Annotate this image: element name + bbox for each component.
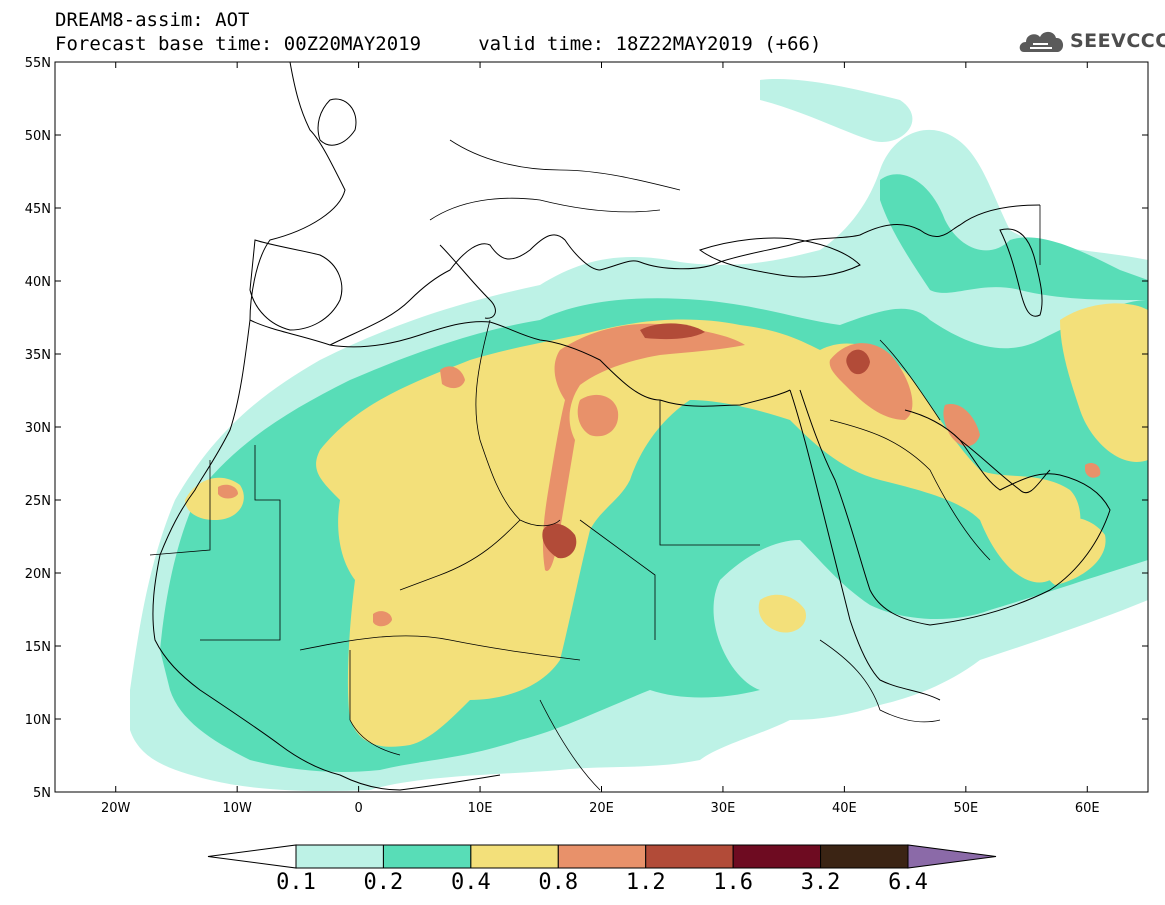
aot-band-0.8-w [218, 484, 238, 499]
aot-band-0.8-ne [373, 611, 392, 627]
lat-tick-label: 35N [25, 348, 51, 363]
border-niger-mali [399, 519, 521, 591]
border-eu-1 [449, 139, 681, 191]
aot-band-0.8-kuwait [943, 404, 980, 447]
aot-contours [130, 79, 1148, 791]
coastline-red-sea [789, 389, 941, 701]
coastline-arabia [799, 389, 1111, 626]
lat-tick-label: 10N [25, 713, 51, 728]
colorbar-over-arrow [907, 844, 997, 869]
aot-band-1.2-iraq [846, 349, 870, 375]
latitude-axis: 55N 50N 45N 40N 35N 30N 25N 20N 15N 10N 5N [25, 56, 1148, 801]
aot-band-0.8-tunisia [440, 366, 465, 389]
border-drc [539, 699, 601, 791]
lat-tick-label: 40N [25, 275, 51, 290]
colorbar-under-arrow [207, 844, 297, 869]
lon-tick-label: 40E [832, 801, 857, 816]
border-sudan-chad [579, 519, 656, 640]
lat-tick-label: 5N [33, 786, 51, 801]
cloud-logo-icon [1019, 31, 1064, 52]
lon-tick-label: 60E [1075, 801, 1100, 816]
aot-band-0.8 [542, 323, 745, 571]
colorbar-swatch [557, 844, 647, 869]
forecast-time-info: Forecast base time: 00Z20MAY2019 valid t… [55, 33, 822, 55]
coastline-north-africa [329, 321, 791, 407]
aot-band-0.8-oman [1085, 463, 1101, 478]
coastline-black-sea [698, 237, 861, 278]
lon-tick-label: 10E [468, 801, 493, 816]
logo-text: SEEVCCC [1070, 30, 1165, 52]
lon-tick-label: 20W [101, 801, 131, 816]
coastline-uk [317, 98, 357, 146]
aot-band-0.8-libya [577, 394, 619, 437]
border-sahel [299, 635, 581, 661]
coastline-europe [249, 62, 1041, 346]
lat-tick-label: 50N [25, 129, 51, 144]
coastline-caspian [999, 228, 1043, 317]
lon-tick-label: 0 [354, 801, 362, 816]
colorbar-swatch [295, 844, 384, 869]
country-borders [149, 139, 1041, 791]
border-west-sahara [149, 460, 211, 556]
coastline-persian-gulf [959, 439, 1051, 493]
lat-tick-label: 25N [25, 494, 51, 509]
border-algeria-libya [475, 319, 561, 527]
lon-tick-label: 10W [222, 801, 252, 816]
coastline-iberia [249, 239, 343, 331]
longitude-axis: 20W 10W 0 10E 20E 30E 40E 50E 60E [101, 62, 1100, 816]
lat-tick-label: 30N [25, 421, 51, 436]
colorbar-level-label: 0.8 [538, 870, 579, 895]
aot-band-0.4-oman [1038, 517, 1106, 585]
border-ethiopia [819, 639, 941, 723]
aot-band-0.4-sudan [758, 594, 806, 633]
colorbar-swatch [645, 844, 734, 869]
aot-band-0.4-mideast [1060, 303, 1148, 462]
colorbar-swatch [470, 844, 559, 869]
border-eu-2 [429, 197, 661, 221]
border-saudi [829, 419, 991, 561]
colorbar-level-label: 0.2 [363, 870, 404, 895]
coastlines [152, 62, 1111, 791]
colorbar-legend [207, 844, 997, 869]
lon-tick-label: 30E [711, 801, 736, 816]
border-iran-iraq [879, 339, 941, 421]
colorbar-level-label: 0.1 [276, 870, 316, 895]
aot-band-0.4 [316, 319, 1081, 747]
lat-tick-label: 20N [25, 567, 51, 582]
coastline-italy [439, 244, 496, 319]
coastline-africa [152, 319, 501, 791]
colorbar-swatch [382, 844, 472, 869]
colorbar-level-label: 1.2 [625, 870, 666, 895]
aot-band-0.1-north [760, 79, 913, 142]
colorbar-level-label: 6.4 [888, 870, 928, 895]
border-nigeria [349, 650, 401, 756]
colorbar-level-label: 1.6 [713, 870, 754, 895]
lon-tick-label: 20E [589, 801, 614, 816]
lon-tick-label: 50E [953, 801, 978, 816]
lat-tick-label: 45N [25, 202, 51, 217]
aot-band-1.2-chad [542, 523, 577, 559]
colorbar-swatch [820, 844, 909, 869]
aot-band-0.2-caspian [880, 174, 1148, 300]
colorbar-level-label: 3.2 [800, 870, 841, 895]
border-mauritania [200, 445, 281, 641]
colorbar-swatch [732, 844, 822, 869]
aot-band-1.2-crete [640, 323, 705, 340]
border-libya-egypt [659, 400, 760, 546]
lat-tick-label: 15N [25, 640, 51, 655]
map-title: DREAM8-assim: AOT [55, 9, 250, 31]
colorbar-level-label: 0.4 [450, 870, 491, 895]
lat-tick-label: 55N [25, 56, 51, 71]
